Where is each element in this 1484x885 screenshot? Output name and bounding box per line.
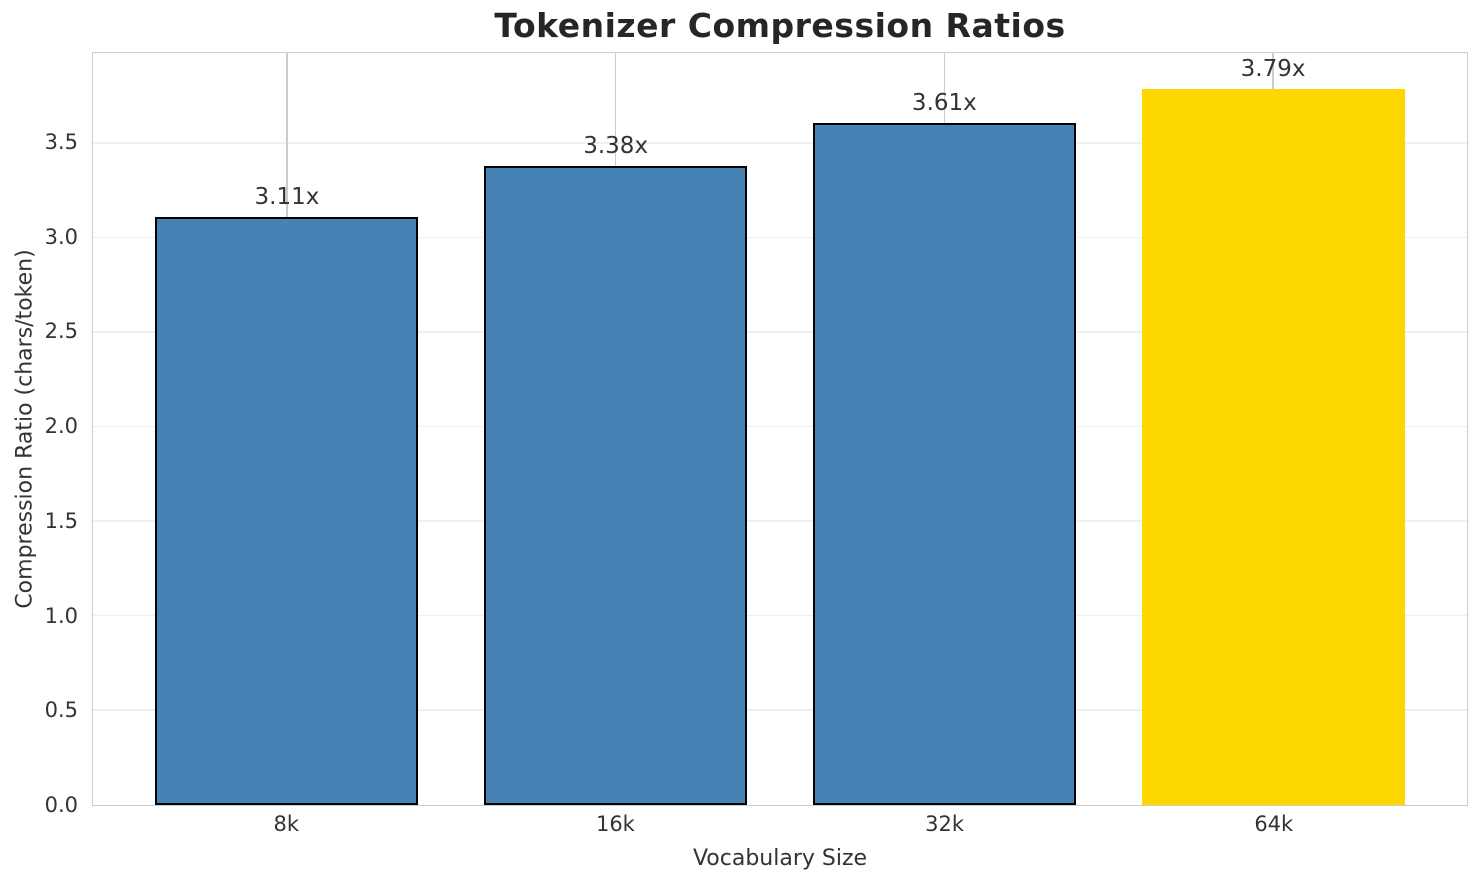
horizontal-gridline	[93, 520, 1467, 522]
x-tick-label: 32k	[925, 812, 965, 836]
bar-value-label: 3.38x	[583, 133, 649, 160]
horizontal-gridline	[93, 142, 1467, 144]
bar-value-label: 3.61x	[911, 89, 977, 116]
horizontal-gridline	[93, 614, 1467, 617]
y-tick-label: 3.5	[44, 129, 78, 154]
y-tick-label: 0.0	[44, 793, 78, 817]
bar-value-label: 3.11x	[254, 184, 320, 211]
bar-64k	[1141, 88, 1405, 805]
x-tick-label: 8k	[273, 812, 299, 836]
x-tick-label: 64k	[1254, 812, 1294, 836]
bar-32k	[812, 122, 1076, 805]
bar-16k	[484, 166, 748, 805]
horizontal-gridline	[93, 709, 1467, 711]
horizontal-gridline	[93, 425, 1467, 428]
bar-8k	[155, 217, 419, 805]
chart-title: Tokenizer Compression Ratios	[494, 6, 1066, 45]
horizontal-gridline	[93, 236, 1467, 239]
y-tick-label: 3.0	[44, 224, 78, 249]
bar-value-label: 3.79x	[1240, 55, 1306, 82]
y-tick-label: 1.5	[44, 508, 78, 533]
plot-area: 3.11x 3.38x 3.61x 3.79x	[92, 52, 1468, 806]
horizontal-gridline	[93, 331, 1467, 333]
y-tick-label: 2.5	[44, 319, 78, 344]
y-tick-label: 1.0	[44, 603, 78, 628]
y-tick-label: 2.0	[44, 414, 78, 439]
x-tick-label: 16k	[595, 812, 635, 836]
x-axis-label: Vocabulary Size	[692, 846, 868, 871]
y-tick-label: 0.5	[44, 698, 78, 723]
